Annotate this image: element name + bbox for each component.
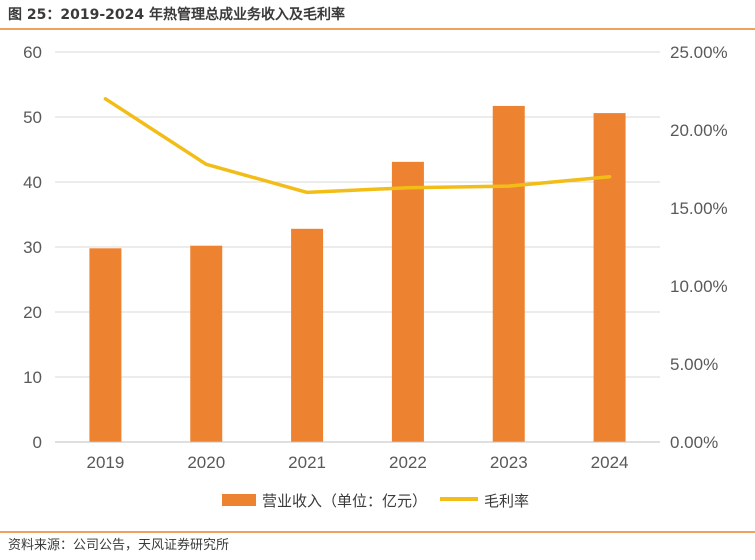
figure-title: 图 25：2019-2024 年热管理总成业务收入及毛利率 (8, 7, 345, 23)
left-tick-label: 0 (33, 433, 42, 452)
right-tick-label: 10.00% (670, 277, 728, 296)
left-tick-label: 50 (23, 108, 42, 127)
right-tick-label: 20.00% (670, 121, 728, 140)
bar-2021 (291, 228, 324, 442)
left-tick-label: 20 (23, 303, 42, 322)
margin-point-2021 (305, 190, 309, 194)
right-axis: 0.00% 5.00% 10.00% 15.00% 20.00% 25.00% (670, 43, 728, 452)
left-tick-label: 10 (23, 368, 42, 387)
x-tick-label: 2019 (87, 453, 125, 472)
legend-label-margin: 毛利率 (484, 492, 529, 510)
margin-point-2020 (204, 162, 208, 166)
left-tick-label: 40 (23, 173, 42, 192)
legend: 营业收入（单位：亿元） 毛利率 (222, 492, 529, 510)
bar-2020 (190, 245, 223, 442)
margin-line (103, 97, 612, 195)
legend-label-revenue: 营业收入（单位：亿元） (262, 492, 427, 510)
title-divider (0, 28, 755, 30)
right-tick-label: 15.00% (670, 199, 728, 218)
x-tick-label: 2021 (288, 453, 326, 472)
chart: 0 10 20 30 40 50 60 0.00% 5.00% 10.00% 15.00% 20.0… (23, 43, 728, 510)
bar-2022 (391, 161, 424, 442)
right-tick-label: 5.00% (670, 355, 718, 374)
margin-point-2024 (608, 175, 612, 179)
source-note: 资料来源：公司公告，天风证券研究所 (8, 538, 230, 553)
bar-2024 (593, 113, 626, 442)
left-tick-label: 30 (23, 238, 42, 257)
right-tick-label: 25.00% (670, 43, 728, 62)
bar-series (89, 105, 626, 442)
x-tick-label: 2023 (490, 453, 528, 472)
legend-swatch-margin (440, 497, 478, 501)
footer-divider (0, 531, 755, 533)
legend-swatch-revenue (222, 494, 256, 506)
bar-2023 (492, 105, 525, 442)
x-tick-label: 2024 (591, 453, 629, 472)
x-tick-label: 2020 (187, 453, 225, 472)
line-series (103, 97, 612, 195)
margin-point-2022 (406, 186, 410, 190)
gridlines (55, 51, 660, 378)
left-axis: 0 10 20 30 40 50 60 (23, 43, 42, 452)
right-tick-label: 0.00% (670, 433, 718, 452)
margin-point-2023 (507, 184, 511, 188)
bar-2019 (89, 248, 122, 442)
x-axis: 2019 2020 2021 2022 2023 2024 (55, 441, 660, 472)
left-tick-label: 60 (23, 43, 42, 62)
x-tick-label: 2022 (389, 453, 427, 472)
margin-point-2019 (103, 97, 107, 101)
